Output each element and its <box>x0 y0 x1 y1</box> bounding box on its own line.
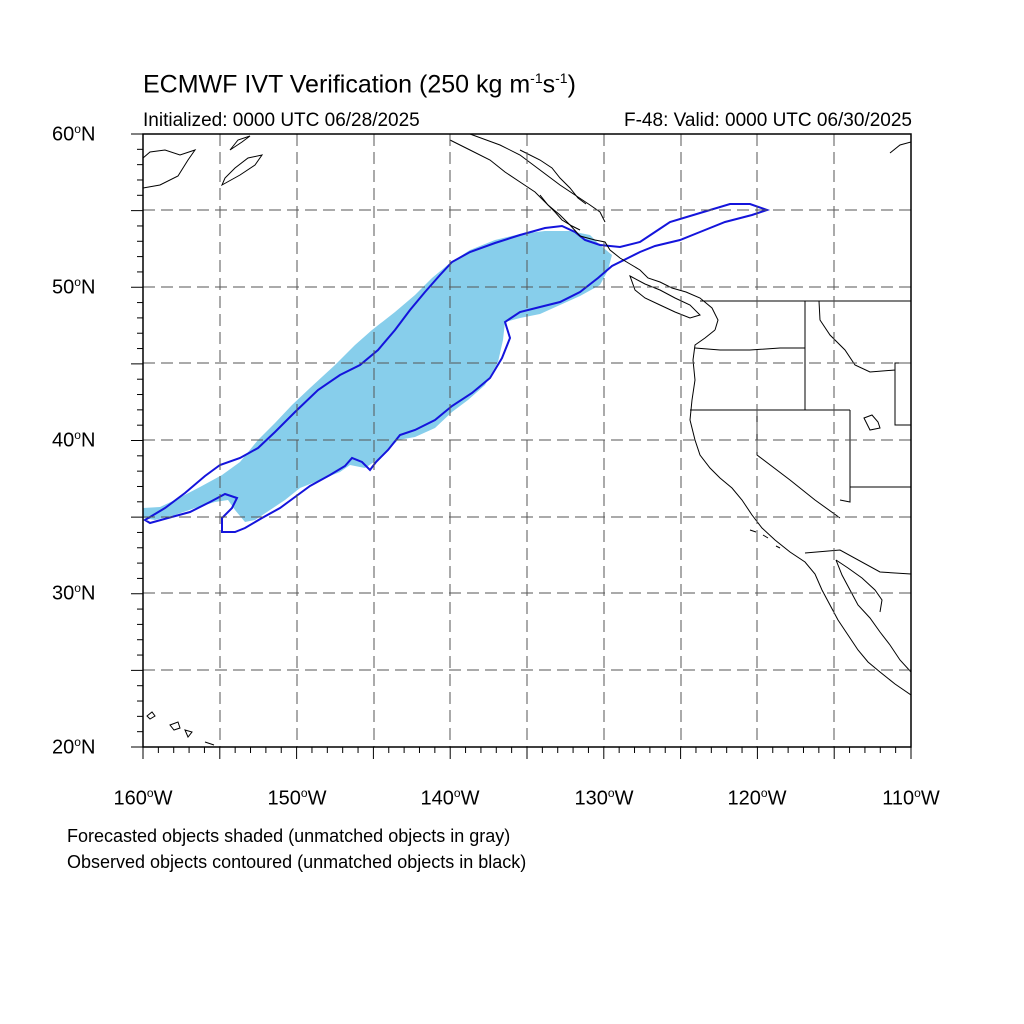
lat-label-40: 40oN <box>52 428 96 452</box>
lat-label-60: 60oN <box>52 122 96 146</box>
initialized-time: Initialized: 0000 UTC 06/28/2025 <box>143 110 420 131</box>
lon-label-120w: 120oW <box>727 786 787 810</box>
lon-label-130w: 130oW <box>574 786 634 810</box>
lat-label-20: 20oN <box>52 735 96 759</box>
observed-legend-note: Observed objects contoured (unmatched ob… <box>67 852 527 872</box>
lon-label-140w: 140oW <box>420 786 480 810</box>
forecast-legend-note: Forecasted objects shaded (unmatched obj… <box>67 826 511 846</box>
forecast-object <box>143 231 612 522</box>
lat-label-50: 50oN <box>52 275 96 299</box>
valid-time: F-48: Valid: 0000 UTC 06/30/2025 <box>624 110 912 131</box>
lon-label-110w: 110oW <box>882 786 940 810</box>
map-title: ECMWF IVT Verification (250 kg m-1s-1) <box>143 70 576 99</box>
lat-label-30: 30oN <box>52 581 96 605</box>
graticule <box>143 134 911 747</box>
tick-marks <box>131 133 912 759</box>
coastlines <box>143 134 911 746</box>
lon-label-160w: 160oW <box>113 786 173 810</box>
observed-object <box>143 203 771 533</box>
lon-label-150w: 150oW <box>267 786 327 810</box>
